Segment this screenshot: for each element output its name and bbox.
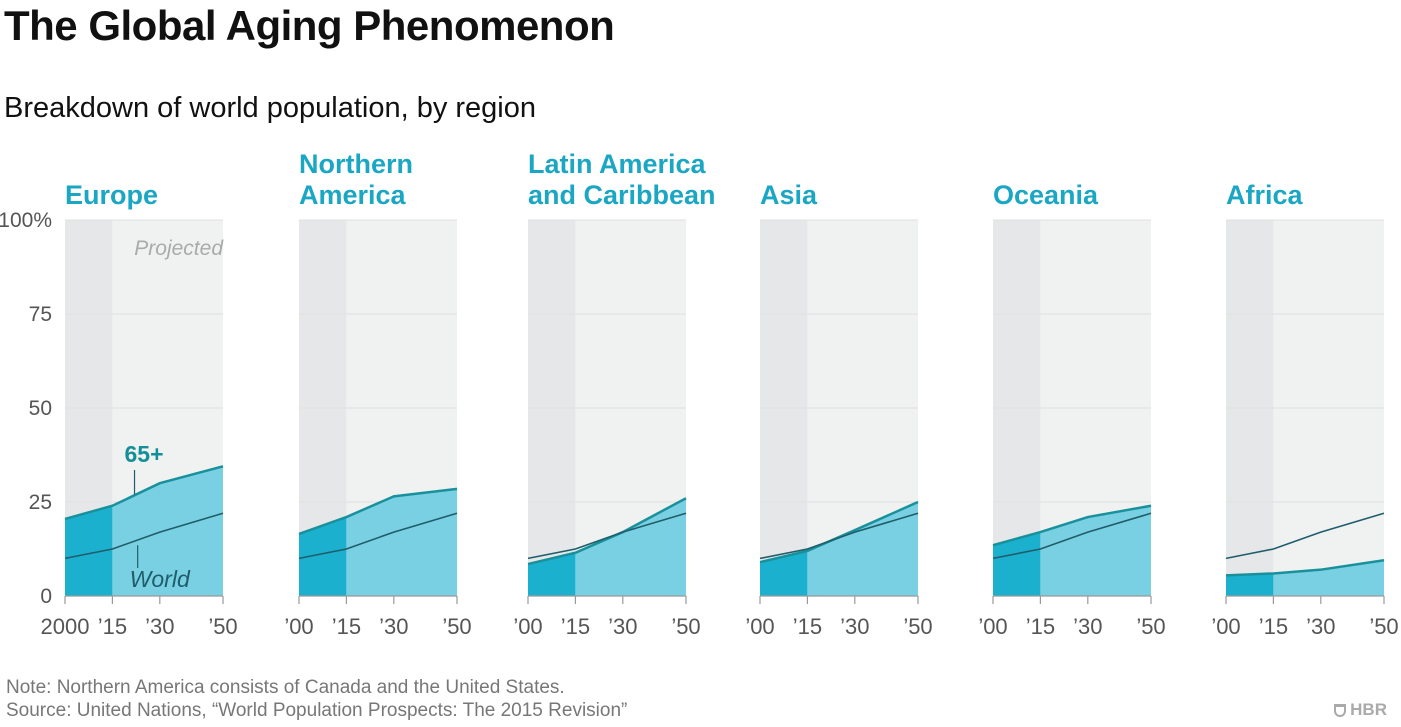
aging-chart: 100% 75 50 25 0 2000 ’15 ’30 ’50 Europe Projected 6… [0,149,1399,639]
x-tick-label: ’30 [1306,614,1335,639]
region-title: Oceania [993,180,1099,210]
projected-label: Projected [134,237,224,260]
x-tick-label: ’00 [1211,614,1240,639]
x-tick-label: ’15 [332,614,361,639]
region-title: Latin America [528,149,707,179]
line-65plus [1225,559,1385,577]
page-title: The Global Aging Phenomenon [4,2,615,49]
line-65plus [527,497,687,566]
x-tick-label: ’30 [608,614,637,639]
shield-icon [1334,704,1347,717]
x-tick-label: ’15 [1259,614,1288,639]
page-subtitle: Breakdown of world population, by region [4,92,536,124]
x-tick-label: ’50 [208,614,237,639]
x-tick-label: ’00 [745,614,774,639]
line-65plus [992,504,1152,547]
x-tick-label: ’30 [1073,614,1102,639]
area-65plus-projected [1040,505,1151,596]
region-title: America [299,180,407,210]
area-65plus-historic [760,550,808,596]
area-65plus-projected [112,466,223,596]
region-title: Northern [299,149,413,179]
area-65plus-projected [1273,560,1384,596]
area-65plus-historic [1226,573,1274,596]
x-tick-label: ’15 [561,614,590,639]
area-65plus-historic [993,532,1041,596]
brand-logo: HBR [1334,700,1387,720]
x-tick-label: ’00 [513,614,542,639]
y-tick-label: 0 [40,585,52,608]
panel-africa: ’00 ’15 ’30 ’50 Africa [1211,180,1398,639]
x-tick-label: ’50 [671,614,700,639]
x-tick-label: ’50 [903,614,932,639]
line-world [527,512,687,560]
x-tick-label: ’15 [1026,614,1055,639]
line-world [992,512,1152,560]
y-tick-label: 75 [29,303,52,326]
x-tick-label: 2000 [41,614,90,639]
region-title: and Caribbean [528,180,716,210]
y-tick-label: 50 [29,397,52,420]
x-tick-label: ’30 [379,614,408,639]
panel-europe: 2000 ’15 ’30 ’50 Europe Projected 65+ World [41,180,238,639]
panel-asia: ’00 ’15 ’30 ’50 Asia [745,180,932,639]
region-title: Asia [760,180,818,210]
x-tick-label: ’15 [793,614,822,639]
y-tick-label: 25 [29,491,52,514]
x-tick-label: ’30 [145,614,174,639]
region-title: Africa [1226,180,1304,210]
x-tick-label: ’15 [98,614,127,639]
area-65plus-projected [807,502,918,596]
line-world [759,512,919,560]
x-tick-label: ’30 [840,614,869,639]
x-tick-label: ’00 [978,614,1007,639]
line-world [64,512,224,560]
line-65plus [64,465,224,521]
area-65plus-projected [346,488,457,596]
footnote: Note: Northern America consists of Canad… [6,676,627,722]
area-65plus-historic [65,505,113,596]
line-65plus [298,487,458,536]
line-world [1225,512,1385,560]
x-tick-label: ’50 [1369,614,1398,639]
y-tick-label: 100% [0,209,52,232]
area-65plus-historic [528,552,576,596]
label-world: World [130,566,191,592]
brand-text: HBR [1350,700,1387,719]
x-tick-label: ’50 [442,614,471,639]
panel-oceania: ’00 ’15 ’30 ’50 Oceania [978,180,1165,639]
x-tick-label: ’00 [284,614,313,639]
label-65plus: 65+ [125,441,164,467]
region-title: Europe [65,180,158,210]
area-65plus-projected [575,498,686,596]
line-world [298,512,458,560]
x-tick-label: ’50 [1136,614,1165,639]
source-text: Source: United Nations, “World Populatio… [6,700,628,721]
note-text: Note: Northern America consists of Canad… [6,677,565,698]
area-65plus-historic [299,517,347,596]
